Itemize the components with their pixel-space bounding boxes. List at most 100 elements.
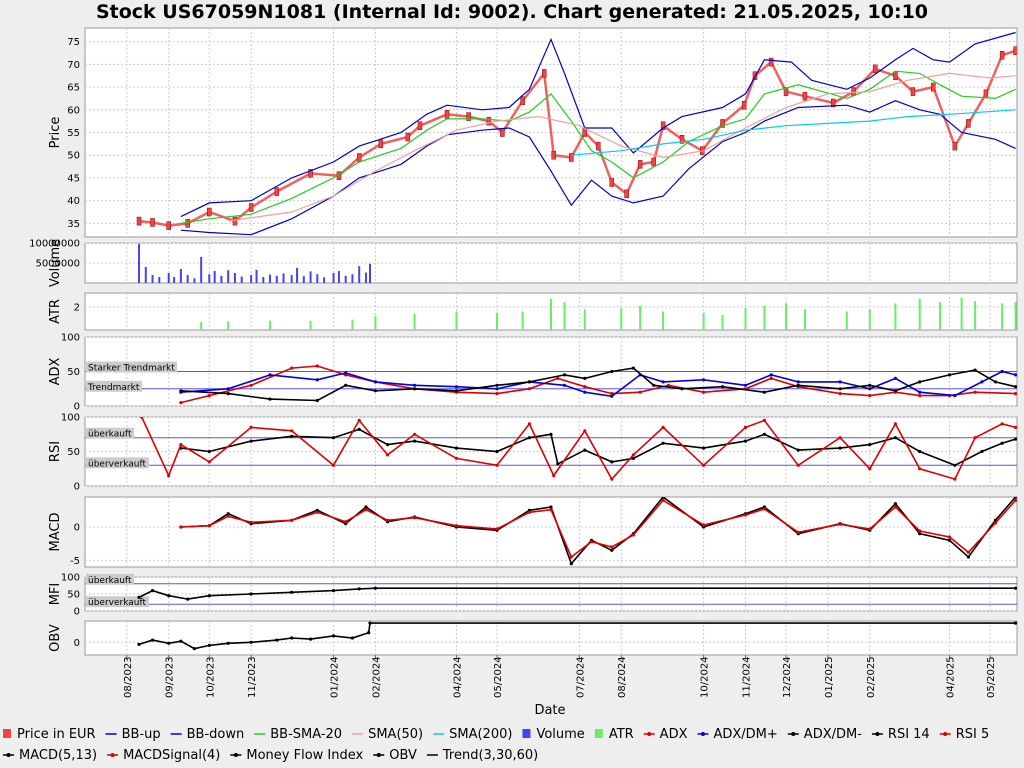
bar-atr xyxy=(662,311,665,330)
series-marker xyxy=(610,545,614,549)
series-marker xyxy=(364,508,368,512)
series-marker xyxy=(226,641,230,645)
y-tick-label: 0 xyxy=(74,482,80,493)
bar-atr xyxy=(455,311,458,330)
price-candle xyxy=(405,132,411,142)
price-candle xyxy=(609,178,615,187)
price-candle xyxy=(466,112,471,121)
series-marker xyxy=(315,510,319,514)
series-marker xyxy=(368,621,372,625)
series-marker xyxy=(315,398,319,403)
price-candle xyxy=(248,203,254,212)
series-marker xyxy=(386,443,390,447)
bar-volume xyxy=(158,277,161,283)
series-marker xyxy=(249,383,253,387)
price-candle xyxy=(541,69,547,78)
bar-volume xyxy=(250,275,253,283)
series-marker xyxy=(583,429,587,433)
y-tick-label: 10000000 xyxy=(29,239,80,250)
bar-volume xyxy=(351,274,354,283)
series-marker xyxy=(980,380,984,384)
series-marker xyxy=(1014,437,1017,441)
series-marker xyxy=(762,507,767,511)
legend-item: MACD(5,13) xyxy=(3,748,97,763)
series-marker xyxy=(527,387,532,391)
zone-label-bg xyxy=(86,361,177,373)
panel-obv: 0 OBV xyxy=(48,620,1018,656)
series-marker xyxy=(179,443,183,447)
series-marker xyxy=(796,463,800,467)
series-marker xyxy=(610,477,614,481)
series-marker xyxy=(413,439,417,443)
bar-atr xyxy=(639,305,642,330)
price-candle xyxy=(872,64,878,74)
price-candle xyxy=(136,216,142,226)
legend-item: OBV xyxy=(373,748,417,763)
price-candle xyxy=(596,141,601,151)
price-candle xyxy=(651,157,656,167)
bar-volume xyxy=(332,273,335,283)
series-marker xyxy=(226,387,230,391)
y-tick-label: 70 xyxy=(67,60,80,71)
y-tick-label: 60 xyxy=(67,105,80,116)
legend-item: Trend(3,30,60) xyxy=(426,748,538,763)
series-marker xyxy=(953,463,957,467)
zone-label: überverkauft xyxy=(88,598,147,608)
bar-atr xyxy=(721,314,724,330)
series-marker xyxy=(350,636,354,640)
series-marker xyxy=(868,383,872,387)
bar-atr xyxy=(563,302,566,330)
bar-atr xyxy=(413,313,416,330)
series-marker xyxy=(947,535,952,539)
y-tick-label: 0 xyxy=(74,638,80,649)
series-marker xyxy=(413,516,417,520)
bar-atr xyxy=(351,319,354,330)
series-marker xyxy=(661,380,665,384)
bar-atr xyxy=(521,311,524,330)
series-marker xyxy=(973,368,977,372)
series-marker xyxy=(373,389,377,393)
y-axis-label-price: Price xyxy=(48,117,63,149)
y-tick-label: 65 xyxy=(67,83,80,94)
zone-label: überkauft xyxy=(88,430,132,440)
series-marker xyxy=(413,383,417,387)
price-candle xyxy=(893,71,898,80)
series-marker xyxy=(413,432,417,436)
series-marker xyxy=(743,513,748,517)
x-axis: 08/2023 09/2023 10/2023 11/2023 01/2024 02/20… xyxy=(123,655,997,698)
series-marker xyxy=(868,394,872,398)
bar-volume xyxy=(364,272,367,283)
series-marker xyxy=(309,637,313,641)
bar-atr xyxy=(939,302,942,330)
legend-swatch xyxy=(522,729,531,738)
series-marker xyxy=(1014,392,1017,396)
legend-label: BB-up xyxy=(122,727,161,742)
x-tick-label: 07/2024 xyxy=(575,656,586,698)
y-tick-label: 2 xyxy=(74,302,80,313)
series-marker xyxy=(179,525,183,529)
bar-volume xyxy=(302,276,305,283)
series-marker xyxy=(569,562,573,566)
bar-atr xyxy=(894,303,897,330)
series-marker xyxy=(918,529,922,533)
series-marker xyxy=(331,463,336,467)
series-marker xyxy=(702,463,706,467)
y-axis-label-adx: ADX xyxy=(48,358,63,386)
zone-label: Starker Trendmarkt xyxy=(88,364,175,374)
price-candle xyxy=(150,218,155,227)
series-marker xyxy=(344,520,348,524)
series-marker xyxy=(527,380,532,384)
series-marker xyxy=(549,432,553,436)
series-marker xyxy=(893,505,898,509)
series-marker xyxy=(454,385,458,389)
series-marker xyxy=(796,448,800,452)
series-marker xyxy=(918,394,922,398)
price-series xyxy=(138,49,1017,227)
x-tick-label: 11/2023 xyxy=(247,656,258,698)
series-marker xyxy=(966,550,971,554)
legend-marker xyxy=(376,753,381,757)
series-marker xyxy=(583,385,587,389)
series-marker xyxy=(762,418,767,422)
